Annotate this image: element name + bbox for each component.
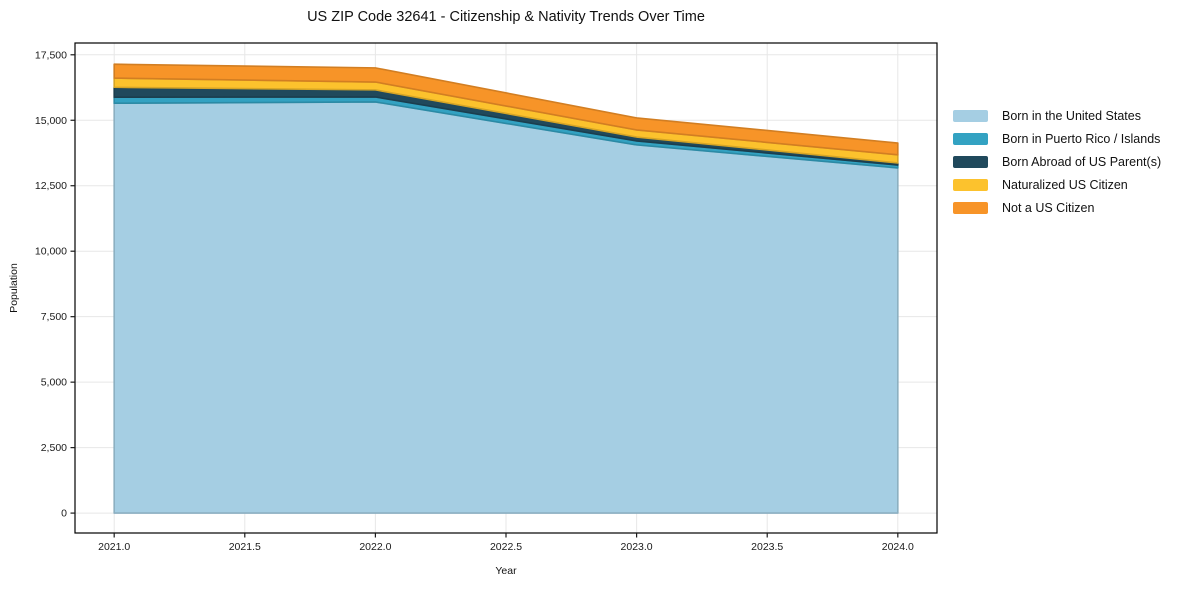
legend-label-born-us: Born in the United States [1002, 108, 1141, 123]
x-tick-label: 2021.0 [98, 541, 130, 553]
legend-item-born-us: Born in the United States [953, 104, 1161, 127]
legend-label-not-citizen: Not a US Citizen [1002, 200, 1095, 215]
legend-label-naturalized: Naturalized US Citizen [1002, 177, 1128, 192]
legend-item-not-citizen: Not a US Citizen [953, 196, 1161, 219]
area-series-4 [113, 63, 899, 156]
y-tick-label: 7,500 [41, 311, 67, 323]
legend-swatch-puerto-rico [953, 132, 988, 145]
legend-item-puerto-rico: Born in Puerto Rico / Islands [953, 127, 1161, 150]
x-tick-label: 2023.0 [621, 541, 653, 553]
y-tick-label: 5,000 [41, 377, 67, 389]
x-tick-label: 2022.0 [359, 541, 391, 553]
legend-label-born-abroad: Born Abroad of US Parent(s) [1002, 154, 1162, 169]
legend: Born in the United States Born in Puerto… [953, 104, 1161, 219]
legend-swatch-born-us [953, 109, 988, 122]
y-tick-label: 0 [61, 508, 67, 520]
area-series-0 [113, 101, 899, 514]
y-axis-label: Population [8, 263, 20, 313]
x-tick-label: 2023.5 [751, 541, 783, 553]
x-axis-label: Year [495, 565, 517, 577]
legend-label-puerto-rico: Born in Puerto Rico / Islands [1002, 131, 1161, 146]
x-tick-label: 2022.5 [490, 541, 522, 553]
x-tick-label: 2021.5 [229, 541, 261, 553]
chart-title: US ZIP Code 32641 - Citizenship & Nativi… [307, 9, 705, 25]
legend-swatch-born-abroad [953, 155, 988, 168]
y-tick-label: 10,000 [35, 246, 67, 258]
legend-swatch-naturalized [953, 178, 988, 191]
y-tick-label: 17,500 [35, 49, 67, 61]
legend-swatch-not-citizen [953, 201, 988, 214]
legend-item-naturalized: Naturalized US Citizen [953, 173, 1161, 196]
y-tick-label: 12,500 [35, 180, 67, 192]
x-tick-label: 2024.0 [882, 541, 914, 553]
y-tick-label: 2,500 [41, 442, 67, 454]
y-tick-label: 15,000 [35, 115, 67, 127]
legend-item-born-abroad: Born Abroad of US Parent(s) [953, 150, 1161, 173]
